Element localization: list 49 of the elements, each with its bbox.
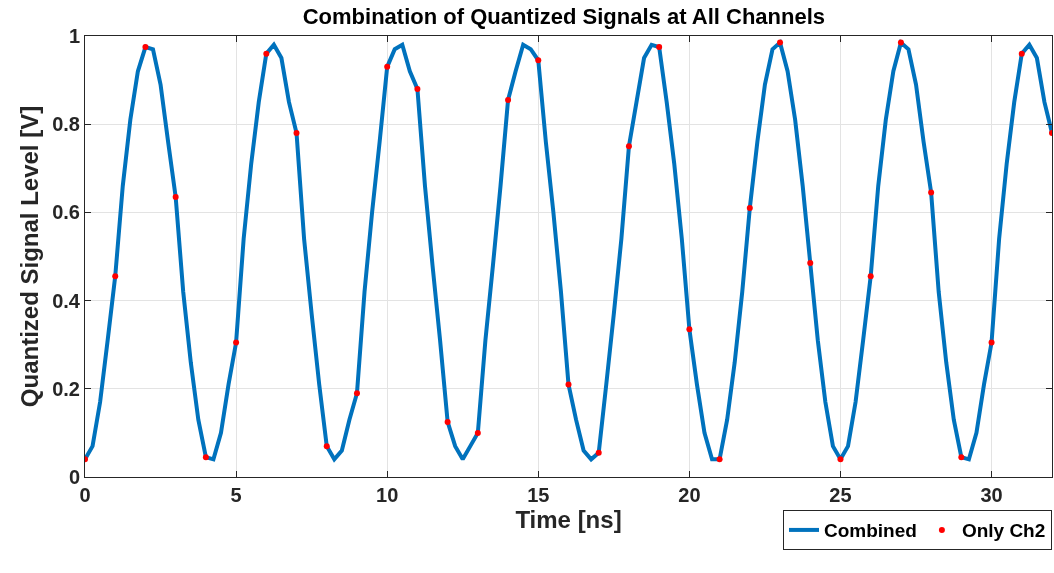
point <box>686 326 693 333</box>
point <box>444 418 451 425</box>
y-tick-label: 0.6 <box>52 201 80 224</box>
y-tick-label: 0 <box>68 466 80 488</box>
point <box>625 143 632 150</box>
point <box>867 273 874 280</box>
point <box>928 189 935 196</box>
point <box>142 44 149 51</box>
x-axis-title: Time [ns] <box>515 506 622 534</box>
point <box>595 449 602 456</box>
y-tick-label: 0.2 <box>52 377 80 400</box>
point <box>897 39 904 46</box>
point <box>958 454 965 461</box>
legend-label: Combined <box>824 520 917 542</box>
x-tick-label: 10 <box>376 484 399 506</box>
point <box>565 381 572 388</box>
point <box>716 456 723 463</box>
x-tick-label: 25 <box>829 484 852 506</box>
x-tick-label: 15 <box>527 484 550 506</box>
point <box>263 50 270 57</box>
x-tick-label: 20 <box>678 484 701 506</box>
point <box>656 44 663 51</box>
point <box>353 390 360 397</box>
point <box>988 339 995 346</box>
line-series <box>85 40 1052 462</box>
x-tick-label: 5 <box>230 484 242 506</box>
y-tick-label: 0.8 <box>52 113 80 136</box>
point <box>323 443 330 450</box>
point <box>746 204 753 211</box>
y-axis-title: Quantized Signal Level [V] <box>16 105 44 408</box>
point <box>474 429 481 436</box>
point <box>505 96 512 103</box>
point <box>414 85 421 92</box>
point <box>384 63 391 70</box>
y-tick-label: 1 <box>68 25 80 47</box>
point <box>293 130 300 137</box>
legend-label: Only Ch2 <box>961 520 1046 542</box>
point <box>112 273 119 280</box>
x-tick-label: 30 <box>980 484 1003 506</box>
point <box>233 339 240 346</box>
chart-title: Combination of Quantized Signals at All Channels <box>302 3 826 29</box>
point <box>807 260 814 267</box>
point <box>535 57 542 64</box>
point <box>202 454 209 461</box>
point <box>777 39 784 46</box>
y-tick-label: 0.4 <box>52 289 81 312</box>
point <box>1018 50 1025 57</box>
point <box>837 456 844 463</box>
point <box>172 193 179 200</box>
